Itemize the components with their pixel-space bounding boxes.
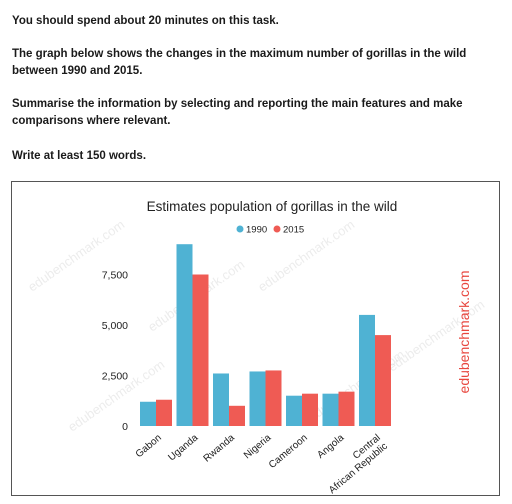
x-tick-label: Gabon [134, 432, 164, 460]
bar-gabon-1990 [140, 401, 156, 426]
task-word-count: Write at least 150 words. [12, 150, 147, 162]
bar-nigeria-1990 [249, 371, 266, 426]
x-tick-label-line: Gabon [134, 432, 164, 460]
bar-angola-2015 [338, 391, 355, 426]
x-tick-label: Nigeria [242, 432, 274, 461]
x-tick-label-line: Uganda [166, 432, 200, 463]
x-tick-label-line: Rwanda [202, 432, 238, 464]
x-tick-label-line: Nigeria [242, 432, 274, 461]
y-axis: 0 2,500 5,000 7,500 [102, 270, 128, 434]
bar-rwanda-2015 [229, 405, 245, 426]
chart-frame: edubenchmark.com edubenchmark.com eduben… [11, 181, 500, 496]
side-watermark: edubenchmark.com [456, 271, 472, 394]
x-tick-label: Angola [315, 432, 346, 461]
y-tick-label: 0 [122, 421, 128, 433]
bar-cameroon-2015 [302, 393, 318, 426]
task-description: The graph below shows the changes in the… [12, 48, 467, 77]
x-tick-label-line: Angola [315, 432, 346, 461]
bar-gabon-2015 [156, 399, 172, 426]
task-summary-instruction: Summarise the information by selecting a… [12, 98, 463, 127]
bar-uganda-1990 [176, 244, 193, 426]
bar-rwanda-1990 [213, 373, 229, 426]
x-tick-label: Uganda [166, 432, 200, 463]
task-time-instruction: You should spend about 20 minutes on thi… [12, 15, 279, 27]
y-tick-label: 2,500 [102, 371, 128, 383]
bar-nigeria-2015 [265, 370, 282, 426]
bar-uganda-2015 [192, 274, 209, 426]
x-tick-label: Rwanda [202, 432, 238, 464]
bar-chart: edubenchmark.com edubenchmark.com eduben… [25, 199, 487, 495]
bars [140, 244, 391, 426]
x-tick-label: Cameroon [267, 432, 310, 470]
bar-central-african-republic-2015 [375, 335, 391, 426]
legend-label-1990: 1990 [246, 225, 267, 236]
y-tick-label: 7,500 [102, 270, 128, 282]
x-tick-label-line: Cameroon [267, 432, 310, 470]
watermark-text: edubenchmark.com [255, 217, 357, 295]
bar-cameroon-1990 [286, 395, 302, 426]
chart-title: Estimates population of gorillas in the … [147, 199, 398, 214]
bar-angola-1990 [322, 393, 339, 426]
y-tick-label: 5,000 [102, 320, 128, 332]
watermark-text: edubenchmark.com [25, 217, 127, 295]
legend-marker-2015 [273, 225, 281, 233]
legend-label-2015: 2015 [283, 225, 304, 236]
legend: 1990 2015 [236, 225, 304, 236]
legend-marker-1990 [236, 225, 244, 233]
bar-central-african-republic-1990 [359, 314, 375, 426]
